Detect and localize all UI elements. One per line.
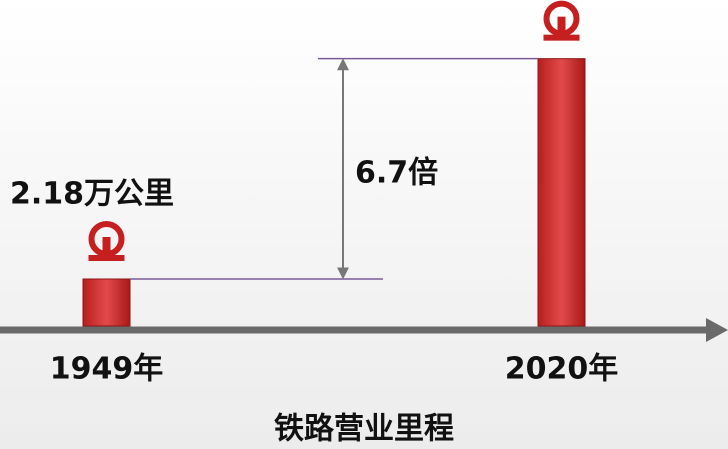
bar bbox=[537, 58, 586, 327]
bar bbox=[82, 278, 131, 327]
x-tick-label: 2020年 bbox=[505, 352, 619, 387]
logo bbox=[543, 34, 580, 41]
logo bbox=[88, 255, 125, 261]
annotation: 6.7倍 bbox=[355, 155, 438, 190]
x-tick-label: 1949年 bbox=[50, 352, 164, 387]
x-axis-arrow bbox=[706, 318, 728, 342]
value-label: 2.18万公里 bbox=[10, 177, 174, 212]
logo bbox=[102, 237, 111, 255]
logo bbox=[557, 16, 566, 35]
axis-title: 铁路营业里程 bbox=[274, 412, 454, 447]
